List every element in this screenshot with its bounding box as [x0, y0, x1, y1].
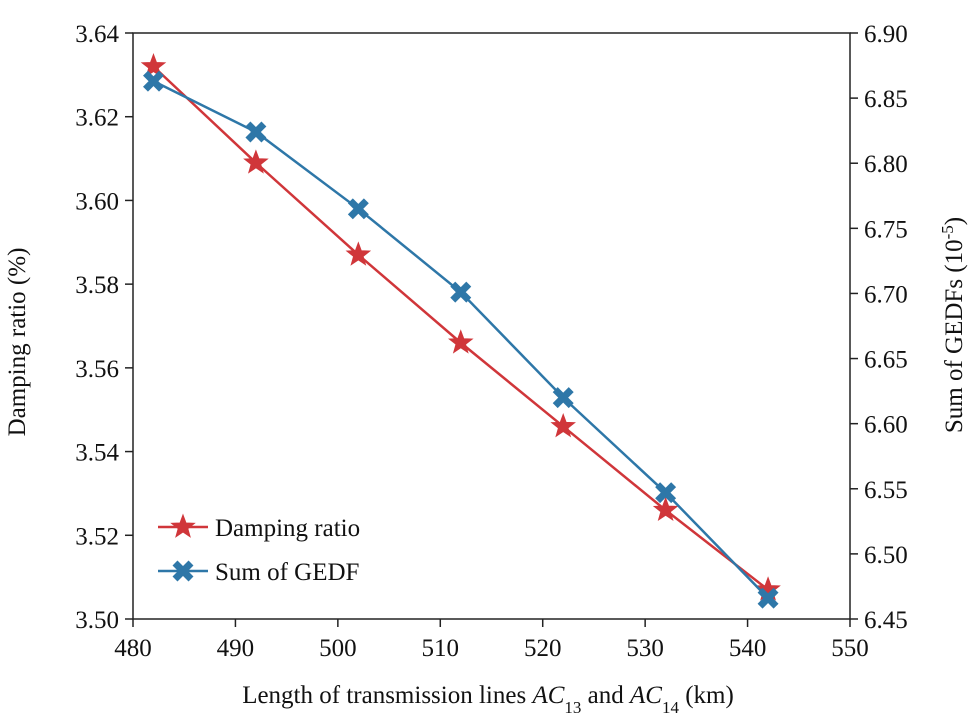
y-axis-left-label: Damping ratio (%) — [4, 248, 31, 437]
x-tick-label-2: 500 — [319, 635, 357, 662]
x-tick-label-0: 480 — [114, 635, 152, 662]
series-1-point-1 — [245, 121, 267, 143]
y-right-tick-label-1: 6.50 — [864, 542, 908, 569]
axes: 480 490 500 510 520 530 540 550 3.50 3.52 3.54 3.56… — [75, 21, 908, 662]
y-axis-right-label-prefix: Sum of GEDFs (10 — [941, 239, 968, 433]
y-left-tick-label-3: 3.56 — [75, 356, 119, 383]
x-tick-label-3: 510 — [422, 635, 460, 662]
x-tick-label-4: 520 — [524, 635, 562, 662]
series-0-point-2 — [345, 241, 372, 266]
y-right-tick-label-2: 6.55 — [864, 477, 908, 504]
plot-frame — [132, 32, 851, 620]
series-1-point-2 — [347, 198, 369, 220]
series-1 — [143, 70, 779, 609]
legend-marker-0 — [170, 513, 196, 538]
series-1-point-6 — [757, 587, 779, 609]
x-tick-label-1: 490 — [217, 635, 255, 662]
series-0-point-5 — [652, 496, 679, 522]
y-right-tick-label-9: 6.90 — [864, 21, 908, 48]
y-left-tick-label-0: 3.50 — [75, 607, 119, 634]
legend-marker-1 — [172, 560, 194, 582]
x-axis-label-mid: and — [581, 682, 630, 709]
series-0-point-1 — [243, 149, 269, 174]
y-left-tick-label-1: 3.52 — [75, 523, 119, 550]
y-right-tick-label-7: 6.80 — [864, 151, 908, 178]
legend-label-0: Damping ratio — [215, 515, 360, 542]
legend: Damping ratio Sum of GEDF — [158, 513, 360, 586]
series-0 — [140, 53, 781, 601]
y-axis-right-label-suffix: ) — [941, 217, 968, 225]
series-1-point-3 — [450, 281, 472, 303]
y-right-tick-label-5: 6.70 — [864, 281, 908, 308]
y-axis-right-label-exponent: -5 — [938, 225, 957, 239]
y-left-tick-label-2: 3.54 — [75, 440, 119, 467]
series-0-point-4 — [550, 413, 576, 438]
y-axis-right-label: Sum of GEDFs (10-5) — [938, 217, 969, 433]
series-1-point-0 — [143, 70, 164, 92]
x-tick-label-6: 540 — [729, 635, 767, 662]
x-axis-label-prefix: Length of transmission lines — [242, 682, 532, 709]
series-layer — [140, 53, 781, 609]
y-right-tick-label-8: 6.85 — [864, 86, 908, 113]
y-right-tick-label-0: 6.45 — [864, 607, 908, 634]
x-axis-label-sub2: 14 — [662, 698, 680, 717]
series-0-point-0 — [140, 53, 167, 78]
x-axis-label-var1: AC — [530, 682, 564, 709]
y-right-tick-label-4: 6.65 — [864, 347, 908, 374]
y-left-tick-label-5: 3.60 — [75, 188, 119, 215]
y-left-tick-label-6: 3.62 — [75, 105, 119, 132]
legend-label-1: Sum of GEDF — [215, 559, 359, 586]
series-0-line — [152, 65, 769, 591]
x-axis-label-sub1: 13 — [564, 698, 581, 717]
y-right-tick-label-3: 6.60 — [864, 412, 908, 439]
series-1-point-4 — [552, 387, 574, 409]
x-tick-label-5: 530 — [626, 635, 664, 662]
x-axis-label-var2: AC — [628, 682, 662, 709]
series-1-point-5 — [655, 482, 677, 504]
x-axis-label: Length of transmission lines AC13 and AC… — [242, 682, 734, 717]
y-left-tick-label-7: 3.64 — [75, 21, 119, 48]
y-left-tick-label-4: 3.58 — [75, 272, 119, 299]
x-axis-label-suffix: (km) — [679, 682, 734, 709]
series-0-point-3 — [447, 329, 474, 354]
y-right-tick-label-6: 6.75 — [864, 216, 908, 243]
x-tick-label-7: 550 — [831, 635, 869, 662]
